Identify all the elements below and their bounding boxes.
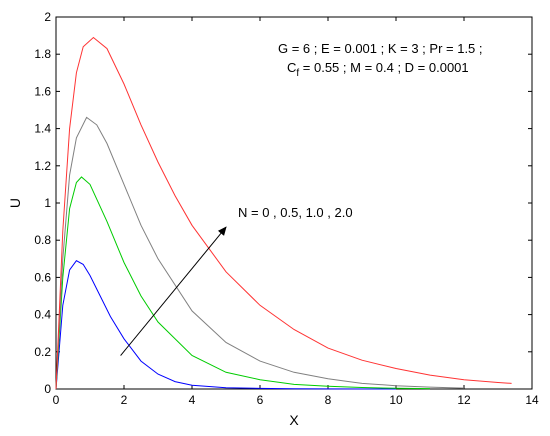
y-tick-label: 0.4 — [34, 308, 51, 322]
y-tick-label: 1.8 — [34, 47, 51, 61]
series-line-1 — [55, 260, 397, 390]
x-tick-label: 8 — [325, 393, 332, 407]
series-line-2 — [55, 176, 431, 390]
y-tick-label: 0.6 — [34, 270, 51, 284]
arrow-label: N = 0 , 0.5, 1.0 , 2.0 — [238, 205, 353, 220]
x-axis-label: X — [289, 412, 299, 428]
x-tick-label: 0 — [53, 393, 60, 407]
x-tick-label: 10 — [389, 393, 403, 407]
series-line-3 — [55, 116, 465, 390]
axis-ticks: 0 2 4 6 8 10 12 14 0 0.2 0.4 0.6 0.8 1 1.2 1.4 1.6 1.8 2 — [34, 10, 539, 407]
n-direction-arrow — [120, 226, 227, 356]
y-tick-label: 1.2 — [34, 159, 51, 173]
x-tick-label: 6 — [257, 393, 264, 407]
series-layer — [55, 36, 512, 390]
params-line-2: Cf = 0.55 ; M = 0.4 ; D = 0.0001 — [287, 60, 469, 79]
y-tick-label: 0.8 — [34, 233, 51, 247]
params-line-1: G = 6 ; E = 0.001 ; K = 3 ; Pr = 1.5 ; — [278, 41, 483, 56]
x-tick-label: 2 — [121, 393, 128, 407]
y-tick-label: 1 — [44, 196, 51, 210]
y-tick-label: 1.6 — [34, 84, 51, 98]
x-tick-label: 14 — [525, 393, 539, 407]
params-c: C — [287, 60, 296, 75]
x-tick-label: 4 — [189, 393, 196, 407]
x-tick-label: 12 — [457, 393, 471, 407]
y-tick-label: 0 — [44, 382, 51, 396]
params-rest: = 0.55 ; M = 0.4 ; D = 0.0001 — [299, 60, 468, 75]
y-tick-label: 1.4 — [34, 122, 51, 136]
plot-area — [55, 16, 533, 390]
y-tick-label: 2 — [44, 10, 51, 24]
y-tick-label: 0.2 — [34, 345, 51, 359]
series-line-4 — [55, 36, 512, 390]
params-sub-f: f — [296, 68, 299, 79]
y-axis-label: U — [7, 198, 23, 208]
